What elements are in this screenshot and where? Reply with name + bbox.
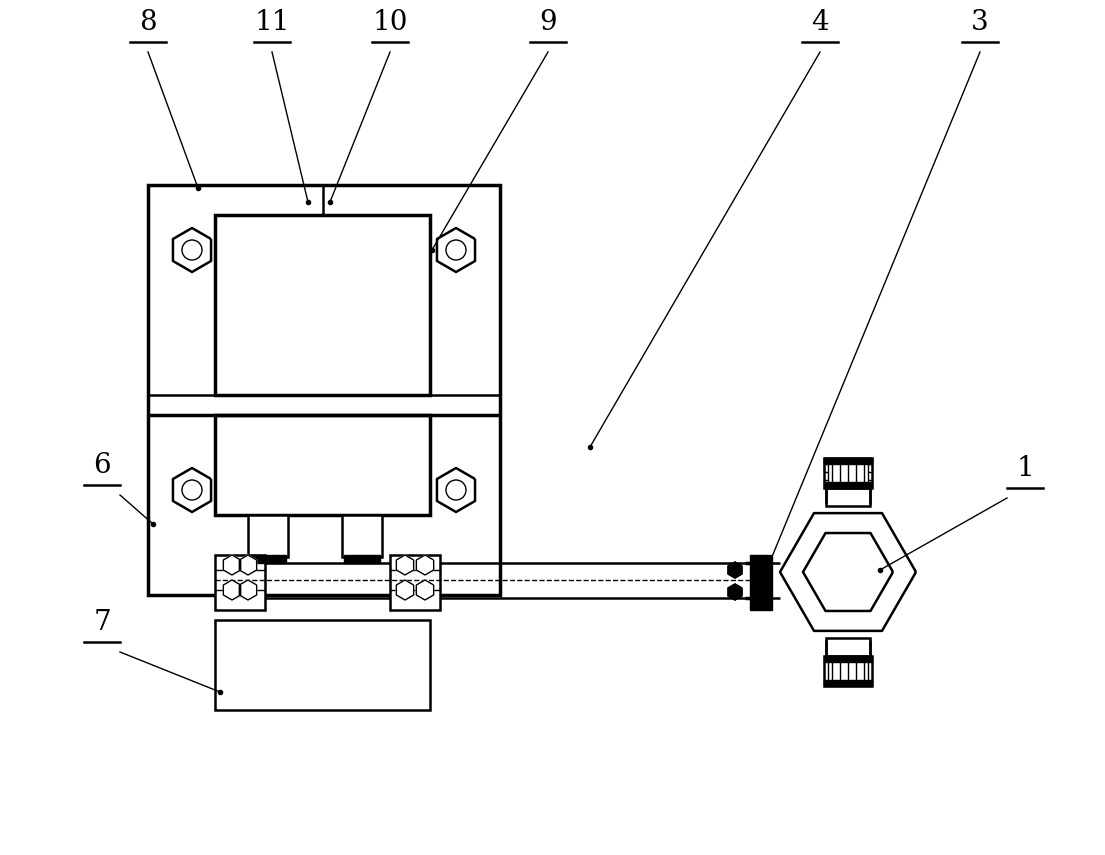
Bar xyxy=(343,515,382,557)
Circle shape xyxy=(446,480,466,500)
Polygon shape xyxy=(417,580,433,600)
Bar xyxy=(148,185,499,595)
Bar xyxy=(215,555,265,610)
Text: 7: 7 xyxy=(93,609,110,636)
Bar xyxy=(824,656,872,686)
Text: 1: 1 xyxy=(1017,455,1034,482)
Polygon shape xyxy=(728,584,741,600)
Polygon shape xyxy=(803,533,893,611)
Text: 11: 11 xyxy=(254,9,290,36)
Polygon shape xyxy=(223,555,241,575)
Polygon shape xyxy=(417,555,433,575)
Polygon shape xyxy=(173,468,211,512)
Text: 9: 9 xyxy=(539,9,557,36)
Bar xyxy=(824,680,872,686)
Circle shape xyxy=(446,240,466,260)
Bar xyxy=(750,555,772,610)
Polygon shape xyxy=(173,228,211,272)
Bar xyxy=(824,482,872,488)
Text: 6: 6 xyxy=(93,452,110,479)
Bar xyxy=(827,488,870,506)
Text: 10: 10 xyxy=(372,9,408,36)
Polygon shape xyxy=(240,555,256,575)
Bar xyxy=(250,555,286,563)
Text: 4: 4 xyxy=(811,9,829,36)
Bar xyxy=(215,620,430,710)
Bar xyxy=(828,662,869,680)
Bar xyxy=(824,458,872,470)
Bar xyxy=(828,464,869,482)
Polygon shape xyxy=(240,580,256,600)
Bar xyxy=(824,458,872,461)
Bar xyxy=(248,515,288,557)
Polygon shape xyxy=(397,555,413,575)
Bar xyxy=(824,458,872,464)
Polygon shape xyxy=(436,468,475,512)
Bar xyxy=(827,638,870,656)
Polygon shape xyxy=(728,562,741,578)
Text: 8: 8 xyxy=(139,9,157,36)
Polygon shape xyxy=(397,580,413,600)
Polygon shape xyxy=(436,228,475,272)
Polygon shape xyxy=(223,580,241,600)
Circle shape xyxy=(182,240,202,260)
Bar xyxy=(215,215,430,395)
Polygon shape xyxy=(780,513,916,631)
Bar xyxy=(390,555,440,610)
Circle shape xyxy=(182,480,202,500)
Bar xyxy=(824,656,872,662)
Bar xyxy=(824,458,872,488)
Text: 3: 3 xyxy=(971,9,989,36)
Bar xyxy=(215,415,430,515)
Bar xyxy=(344,555,380,563)
